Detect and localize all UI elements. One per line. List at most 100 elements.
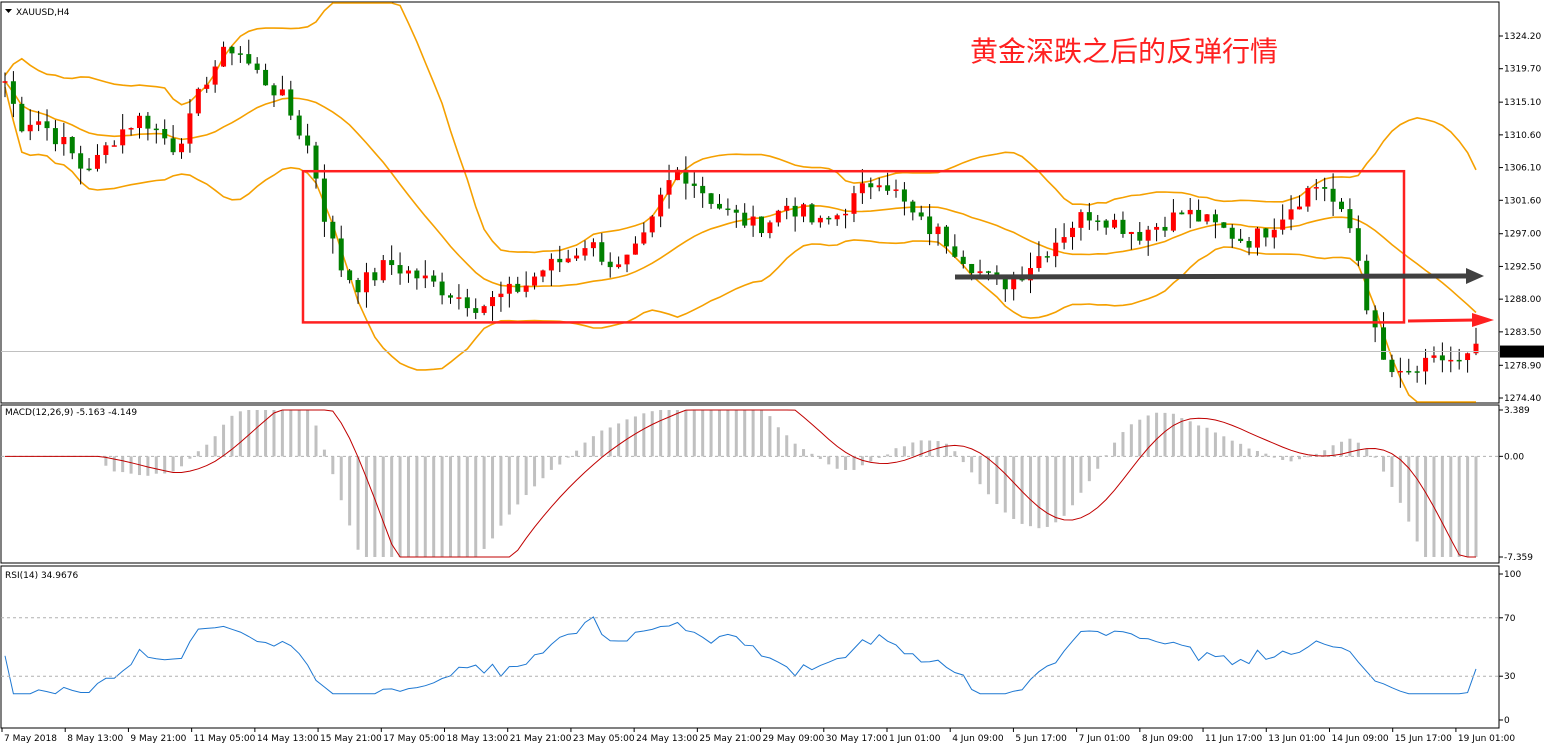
bollinger-lower: [4, 86, 1476, 403]
macd-bar: [1037, 456, 1041, 529]
rsi-tick-label: 70: [1504, 614, 1516, 624]
macd-bar: [701, 410, 705, 457]
macd-bar: [180, 456, 184, 467]
candle-body: [19, 103, 25, 132]
price-tick-label: 1310.60: [1504, 131, 1541, 141]
candle-body: [666, 180, 672, 195]
macd-bar: [986, 456, 990, 495]
candle-body: [1011, 278, 1017, 290]
time-tick-label: 5 Jun 17:00: [1015, 734, 1067, 744]
candle-body: [1364, 260, 1370, 311]
macd-bar: [222, 424, 226, 457]
candle-body: [271, 85, 277, 96]
macd-bar: [1188, 421, 1192, 457]
current-price-tag: 1280.79: [1503, 348, 1540, 358]
macd-bar: [348, 456, 352, 526]
candle-body: [759, 216, 765, 234]
candle-body: [1389, 359, 1395, 373]
price-tick-label: 1288.00: [1504, 295, 1541, 305]
macd-bar: [188, 456, 192, 459]
rsi-tick-label: 0: [1504, 716, 1510, 726]
macd-bar: [667, 410, 671, 457]
macd-bar: [961, 456, 965, 463]
price-tick-label: 1297.00: [1504, 230, 1541, 240]
candle-body: [1423, 357, 1429, 372]
macd-bar: [1113, 442, 1117, 457]
macd-bar: [675, 410, 679, 457]
candle-body: [170, 138, 176, 153]
candle-body: [826, 217, 832, 220]
macd-bar: [944, 443, 948, 457]
macd-bar: [1466, 456, 1470, 557]
candle-body: [1204, 214, 1210, 222]
macd-bar: [970, 456, 974, 473]
candle-body: [775, 210, 781, 223]
time-tick-label: 17 May 05:00: [383, 734, 445, 744]
candle-body: [1044, 256, 1050, 258]
candle-body: [1120, 219, 1126, 234]
time-tick-label: 15 Jun 17:00: [1395, 734, 1452, 744]
candle-body: [700, 185, 706, 194]
macd-bar: [398, 456, 402, 557]
macd-bar: [726, 410, 730, 457]
rsi-tick-label: 100: [1504, 570, 1521, 580]
macd-bar: [129, 456, 133, 474]
candle-body: [876, 185, 882, 188]
candle-body: [994, 272, 1000, 277]
candle-body: [1187, 209, 1193, 215]
candle-body: [1288, 209, 1294, 220]
price-tick-label: 1324.20: [1504, 32, 1541, 42]
macd-bar: [768, 416, 772, 457]
candle-body: [145, 115, 151, 129]
price-tick-label: 1292.50: [1504, 262, 1541, 272]
macd-bar: [1407, 456, 1411, 522]
macd-bar: [213, 436, 217, 457]
macd-bar: [1163, 412, 1167, 457]
candle-body: [221, 46, 227, 67]
time-tick-label: 30 May 17:00: [826, 734, 888, 744]
candle-body: [456, 297, 462, 299]
macd-bar: [238, 411, 242, 457]
candle-body: [305, 135, 311, 146]
candle-body: [817, 217, 823, 223]
dropdown-triangle-icon[interactable]: [5, 9, 12, 13]
candle-body: [1246, 241, 1252, 248]
macd-bar: [776, 427, 780, 457]
macd-bar: [827, 456, 831, 465]
candle-body: [204, 84, 210, 89]
candle-body: [792, 205, 798, 217]
macd-bar: [331, 456, 335, 475]
candle-body: [641, 232, 647, 244]
price-tick-label: 1315.10: [1504, 98, 1541, 108]
bollinger-middle: [4, 80, 1477, 314]
candle-body: [885, 185, 891, 191]
macd-bar: [1457, 456, 1461, 557]
macd-bar: [1155, 412, 1159, 457]
candle-body: [338, 238, 344, 271]
candle-body: [78, 153, 84, 169]
candle-body: [859, 183, 865, 194]
candle-body: [801, 204, 807, 217]
candle-body: [69, 137, 75, 154]
macd-bar: [810, 453, 814, 457]
candle-body: [985, 271, 991, 273]
candle-body: [901, 189, 907, 202]
candle-body: [893, 189, 899, 191]
macd-bar: [474, 456, 478, 557]
macd-bar: [919, 440, 923, 457]
candle-body: [237, 53, 243, 55]
macd-bar: [104, 456, 108, 466]
candle-body: [313, 145, 319, 179]
macd-bar: [1012, 456, 1016, 519]
macd-bar: [1071, 456, 1075, 506]
candle-body: [212, 66, 218, 85]
candle-body: [363, 272, 369, 293]
macd-bar: [600, 430, 604, 457]
time-tick-label: 18 May 13:00: [446, 734, 508, 744]
macd-tick-label: 0.00: [1504, 452, 1524, 462]
macd-bar: [1045, 456, 1049, 527]
range-box: [301, 169, 1406, 324]
candle-body: [439, 281, 445, 296]
candle-body: [1465, 353, 1471, 361]
